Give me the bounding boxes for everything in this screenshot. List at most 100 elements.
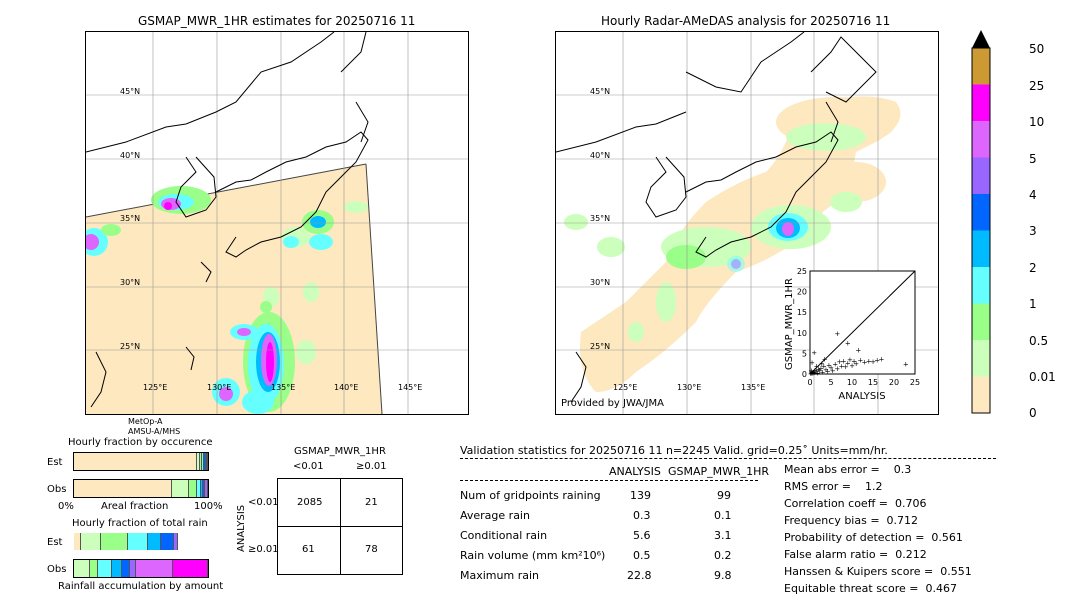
colorbar-label: 50 <box>1029 42 1045 56</box>
scatter-point: + <box>828 364 834 372</box>
colorbar-label: 0.01 <box>1029 370 1056 384</box>
occurrence-est-bar <box>73 452 209 471</box>
swath-coverage <box>86 164 382 414</box>
occurrence-segment <box>203 453 206 470</box>
accumulation-segment <box>173 560 208 577</box>
score-line: Equitable threat score = 0.467 <box>784 582 957 595</box>
scatter-point: + <box>849 362 855 370</box>
left-lat-label: 35°N <box>120 214 140 223</box>
stat-label: Maximum rain <box>460 569 539 582</box>
accumulation-row-label: Est <box>47 537 63 548</box>
scatter-point: + <box>815 369 821 377</box>
accumulation-segment <box>130 560 136 577</box>
occurrence-axis-mid: Areal fraction <box>101 501 169 512</box>
sensor-label: AMSU-A/MHS <box>128 427 181 436</box>
contingency-col-label: <0.01 <box>293 461 324 472</box>
scatter-point: + <box>839 362 845 370</box>
left-map-svg: 45°N 40°N 35°N 30°N 25°N 125°E 130°E 135… <box>86 32 468 414</box>
left-lat-label: 40°N <box>120 151 140 160</box>
scatter-point: + <box>825 368 831 376</box>
occurrence-segment <box>205 480 208 497</box>
scatter-point: + <box>851 358 857 366</box>
right-coastlines <box>556 32 877 403</box>
contingency-row-label: <0.01 <box>248 497 279 508</box>
occurrence-segment <box>205 453 207 470</box>
scatter-xtick: 10 <box>847 378 857 387</box>
validation-table-divider <box>460 480 758 481</box>
colorbar-over-arrow <box>972 30 990 48</box>
scatter-ytick: 0 <box>802 370 807 379</box>
accumulation-segment <box>135 560 174 577</box>
scatter-point: + <box>845 340 851 348</box>
right-lon-label: 130°E <box>677 383 701 392</box>
scatter-point: + <box>847 356 853 364</box>
col-header-gsmap: GSMAP_MWR_1HR <box>668 465 770 478</box>
stat-label: Conditional rain <box>460 529 548 542</box>
stat-label: Rain volume (mm km²10⁶) <box>460 549 606 562</box>
occurrence-segment <box>203 480 206 497</box>
scatter-point: + <box>814 363 820 371</box>
score-line: Mean abs error = 0.3 <box>784 463 912 476</box>
scatter-point: + <box>845 359 851 367</box>
scatter-ytick: 20 <box>797 288 807 297</box>
scatter-point: + <box>809 369 815 377</box>
contingency-cell: 2085 <box>297 497 323 508</box>
right-map-panel: 45°N 40°N 35°N 30°N 25°N 125°E 130°E 135… <box>555 31 939 415</box>
scatter-point: + <box>817 367 823 375</box>
colorbar-label: 0 <box>1029 406 1037 420</box>
stat-analysis-value: 5.6 <box>633 529 651 542</box>
occurrence-obs-bar <box>73 479 209 498</box>
colorbar-swatch <box>972 48 990 85</box>
scatter-point: + <box>808 367 814 375</box>
right-map-svg: 45°N 40°N 35°N 30°N 25°N 125°E 130°E 135… <box>556 32 938 414</box>
occurrence-segment <box>200 480 204 497</box>
right-lon-label: 135°E <box>741 383 765 392</box>
accumulation-row-label: Obs <box>47 564 67 575</box>
right-lon-label: 125°E <box>613 383 637 392</box>
scatter-point: + <box>810 368 816 376</box>
occurrence-segment <box>172 480 189 497</box>
scatter-point: + <box>841 357 847 365</box>
contingency-row-axis: ANALYSIS <box>236 504 247 552</box>
colorbar-swatch <box>972 303 990 340</box>
scatter-point: + <box>853 360 859 368</box>
scatter-point: + <box>834 365 840 373</box>
accumulation-segment <box>111 560 123 577</box>
stat-analysis-value: 0.5 <box>633 549 651 562</box>
stat-analysis-value: 0.3 <box>633 509 651 522</box>
scatter-point: + <box>870 358 876 366</box>
accumulation-segment <box>90 560 99 577</box>
colorbar-label: 10 <box>1029 115 1045 129</box>
colorbar-swatch <box>972 376 990 413</box>
scatter-xlabel: ANALYSIS <box>838 391 885 402</box>
scatter-point: + <box>878 356 884 364</box>
scatter-point: + <box>811 370 817 378</box>
scatter-ytick: 25 <box>797 267 807 276</box>
scatter-point: + <box>810 370 816 378</box>
scatter-point: + <box>823 366 829 374</box>
colorbar-label: 0.5 <box>1029 334 1049 348</box>
accumulation-segment <box>74 533 81 550</box>
left-lat-label: 25°N <box>120 342 140 351</box>
colorbar-label: 5 <box>1029 152 1037 166</box>
occurrence-axis-right: 100% <box>194 501 223 512</box>
colorbar-swatch <box>972 230 990 267</box>
scatter-point: + <box>809 359 815 367</box>
accumulation-obs-bar <box>73 559 209 578</box>
stat-gsmap-value: 9.8 <box>714 569 732 582</box>
colorbar-label: 25 <box>1029 79 1045 93</box>
contingency-cell: 21 <box>365 497 378 508</box>
scatter-point: + <box>862 359 868 367</box>
colorbar-swatch <box>972 84 990 121</box>
colorbar-swatch <box>972 194 990 231</box>
scatter-xtick: 25 <box>910 378 920 387</box>
stat-gsmap-value: 3.1 <box>714 529 732 542</box>
scatter-xtick: 15 <box>868 378 878 387</box>
colorbar-swatch <box>972 267 990 304</box>
occurrence-segment <box>196 480 201 497</box>
contingency-row-label: ≥0.01 <box>248 544 279 555</box>
score-line: False alarm ratio = 0.212 <box>784 548 927 561</box>
accumulation-title: Hourly fraction of total rain <box>72 518 208 529</box>
accumulation-segment <box>161 533 175 550</box>
stat-analysis-value: 139 <box>630 489 651 502</box>
